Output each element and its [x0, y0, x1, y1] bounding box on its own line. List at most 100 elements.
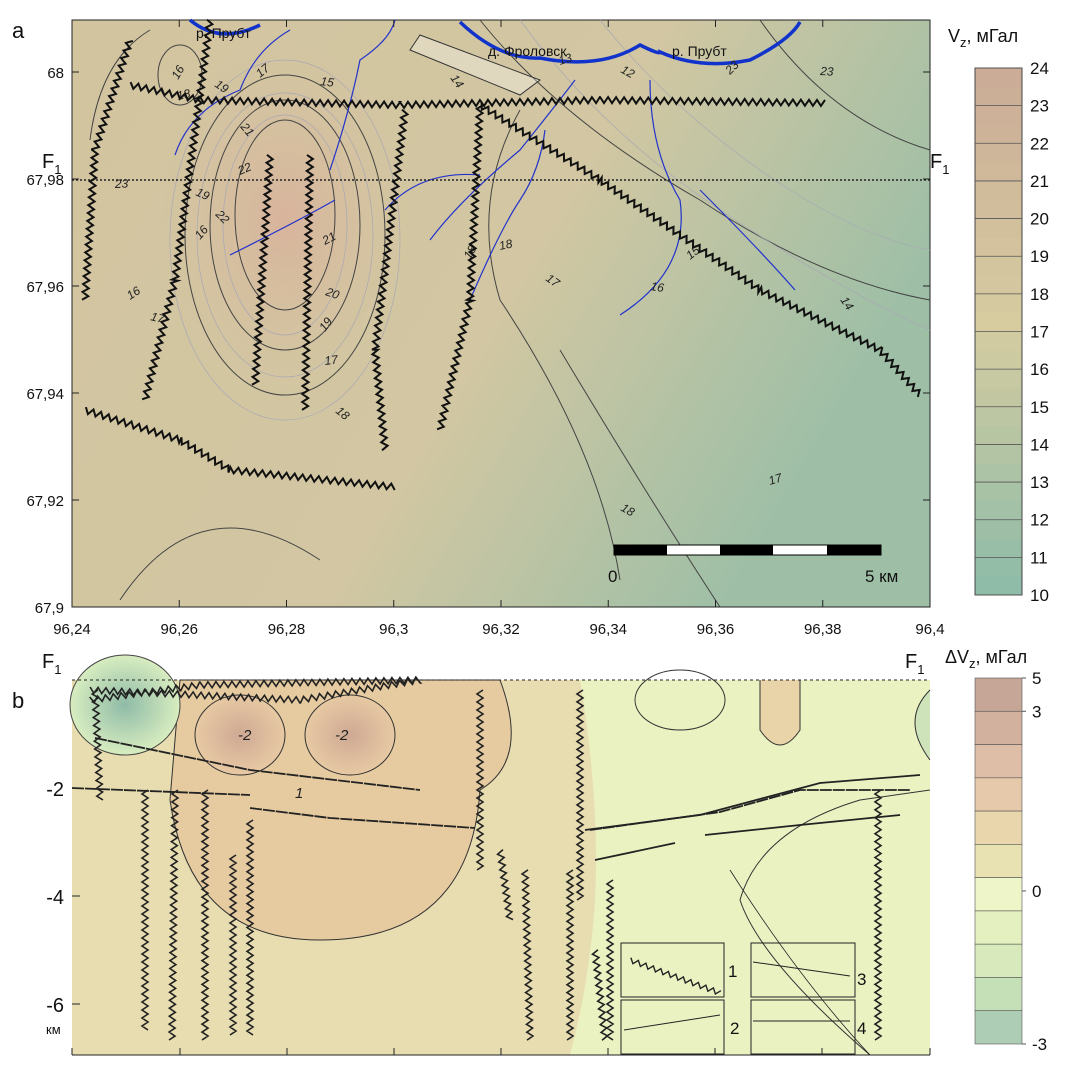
fault [873, 789, 883, 1041]
contour-label: 15 [320, 74, 335, 90]
colorbar-label: 18 [1030, 285, 1049, 304]
profile-letter: F [42, 651, 54, 673]
colorbar-band [974, 1010, 1023, 1045]
colorbar-band [975, 387, 1022, 408]
panel-a: 0 5 км a р. Прубт д. Фроловск р. Прубт F… [12, 18, 1018, 608]
contour-label: 13 [557, 50, 574, 68]
title-part: z [960, 35, 967, 50]
scale-length: 5 км [865, 567, 898, 586]
colorbar-band [974, 877, 1023, 912]
contour-label: 17 [324, 352, 340, 368]
fault [80, 39, 134, 301]
fault [605, 879, 615, 1041]
anomaly [155, 40, 415, 400]
fault [88, 675, 423, 705]
profile-index: 1 [54, 162, 61, 177]
y-tick-label: 67,94 [26, 386, 64, 403]
y-tick-label: -4 [46, 887, 64, 909]
profile-letter: F [930, 151, 942, 173]
colorbar-band [974, 744, 1023, 779]
colorbar-band [975, 406, 1022, 427]
colorbar-band [975, 312, 1022, 332]
y-tick-label: -6 [46, 995, 64, 1017]
colorbar-label: 0 [1032, 882, 1041, 901]
contour-label: 18 [619, 500, 638, 519]
fault [84, 406, 396, 491]
colorbar-label: 14 [1030, 435, 1049, 454]
colorbar-label: 22 [1030, 134, 1049, 153]
colorbar-band [975, 275, 1022, 295]
fault [250, 154, 275, 386]
legend-label: 1 [728, 962, 737, 981]
x-tick-label: 96,26 [160, 621, 198, 638]
contour-label: 12 [619, 62, 638, 81]
y-unit: км [46, 1022, 61, 1037]
x-tick-label: 96,24 [53, 621, 91, 638]
colorbar-band [975, 143, 1022, 163]
panel-label: b [12, 688, 24, 713]
x-tick-label: 96,4 [915, 621, 944, 638]
village [409, 34, 542, 96]
colorbar-label: 24 [1030, 59, 1049, 78]
colorbar-band [975, 538, 1022, 558]
profile-label: F1 [905, 651, 924, 677]
colorbar-band [975, 68, 1022, 88]
x-tick-label: 96,28 [268, 621, 306, 638]
anomaly [304, 694, 396, 776]
colorbar-band [974, 910, 1023, 945]
fault [140, 789, 150, 1031]
colorbar-band [975, 350, 1022, 370]
fault [496, 848, 514, 921]
colorbar-label: 3 [1032, 702, 1041, 721]
colorbar-band [975, 519, 1022, 540]
colorbar-band [975, 237, 1022, 257]
x-tick-label: 96,36 [697, 621, 735, 638]
colorbar-title: Vz, мГал [948, 26, 1018, 50]
colorbar-band [975, 105, 1022, 125]
fault [520, 869, 535, 1041]
fault-line [594, 842, 676, 861]
colorbar-label: 19 [1030, 247, 1049, 266]
panel-label: a [12, 18, 25, 43]
colorbar-band [975, 124, 1022, 144]
title-part: , мГал [967, 26, 1019, 46]
fault-line [704, 814, 901, 836]
fault [480, 102, 921, 398]
colorbar-band [975, 199, 1022, 220]
colorbar-band [974, 943, 1023, 978]
contour-label: 19 [194, 185, 212, 203]
profile-index: 1 [54, 662, 61, 677]
fault [565, 869, 575, 1041]
colorbar-band [975, 557, 1022, 577]
scale-bar [613, 544, 882, 556]
fault [475, 689, 485, 871]
title-part: ΔV [945, 647, 969, 667]
legend-label: 2 [730, 1019, 739, 1038]
x-tick-label: 96,32 [482, 621, 520, 638]
contour [739, 789, 931, 1056]
y-tick-label: 67,98 [26, 172, 64, 189]
colorbar-band [974, 710, 1023, 745]
fault [591, 949, 609, 1041]
colorbar-band [975, 425, 1022, 445]
place: р. Прубт [196, 25, 251, 41]
colorbar-band [974, 844, 1023, 878]
anomaly [69, 654, 181, 756]
fault-line [249, 807, 476, 829]
contour-label: 18 [498, 236, 514, 253]
y-tick-label: 68 [47, 65, 64, 82]
title-part: z [969, 656, 976, 671]
colorbar-band [975, 331, 1022, 351]
fault [167, 789, 180, 1041]
colorbar-title: ΔVz, мГал [945, 647, 1027, 671]
contour-label: 23 [819, 64, 834, 79]
x-tick-label: 96,34 [589, 621, 627, 638]
colorbar-band [974, 677, 1023, 712]
contour-label: 1 [295, 785, 303, 802]
fault [141, 18, 215, 401]
colorbar-label: 17 [1030, 323, 1049, 342]
colorbar-label: 12 [1030, 511, 1049, 530]
contour [914, 689, 931, 761]
colorbar-label: 13 [1030, 473, 1049, 492]
fault-line [584, 774, 921, 831]
